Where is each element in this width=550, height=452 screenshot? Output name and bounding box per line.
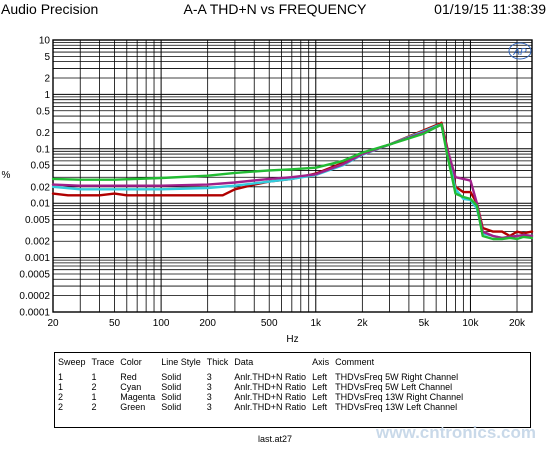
y-tick-label: 0.005 <box>25 215 50 226</box>
legend-cell: Left <box>312 402 328 412</box>
y-tick-label: 5 <box>44 52 50 63</box>
y-tick-label: 0.002 <box>25 237 50 248</box>
y-tick-label: 0.1 <box>36 144 50 155</box>
legend-cell: Anlr.THD+N Ratio <box>234 392 307 402</box>
legend-cell: Solid <box>161 372 182 382</box>
legend-cell: 3 <box>206 382 212 392</box>
legend-row: 1 2 Cyan Solid 3 Anlr.THD+N Ratio Left T… <box>55 382 466 392</box>
y-tick-label: 0.0001 <box>19 308 50 319</box>
header-brand: Audio Precision <box>1 1 99 17</box>
x-axis-label: Hz <box>286 334 298 345</box>
header-timestamp: 01/19/15 11:38:39 <box>434 1 546 17</box>
ap-logo-text: AP <box>512 47 527 58</box>
legend-cell: Left <box>312 392 328 402</box>
x-tick-label: 100 <box>153 318 170 329</box>
legend-header-cell: Comment <box>335 357 375 367</box>
legend-cell: Magenta <box>120 392 156 402</box>
y-tick-label: 0.001 <box>25 253 50 264</box>
y-tick-label: 2 <box>44 74 50 85</box>
series-line <box>51 123 534 240</box>
legend-cell: Anlr.THD+N Ratio <box>234 372 307 382</box>
legend-cell: Green <box>120 402 146 412</box>
x-tick-label: 5k <box>419 318 431 329</box>
legend-cell: 1 <box>91 392 97 402</box>
y-axis-label: % <box>2 170 11 181</box>
x-tick-label: 20 <box>47 318 59 329</box>
x-tick-label: 1k <box>310 318 322 329</box>
y-tick-label: 0.2 <box>36 128 50 139</box>
y-tick-label: 0.01 <box>31 199 51 210</box>
y-tick-label: 1 <box>44 90 50 101</box>
legend-cell: Left <box>312 372 328 382</box>
legend-header-cell: Thick <box>206 357 229 367</box>
legend-cell: 1 <box>58 372 64 382</box>
legend-header-cell: Data <box>234 357 254 367</box>
legend-cell: Red <box>120 372 137 382</box>
x-tick-label: 200 <box>199 318 216 329</box>
y-tick-label: 0.0005 <box>19 269 50 280</box>
legend-table: Sweep Trace Color Line Style Thick Data … <box>54 352 531 428</box>
y-tick-label: 0.02 <box>31 182 51 193</box>
legend-cell: 1 <box>91 372 97 382</box>
legend-cell: Anlr.THD+N Ratio <box>234 382 307 392</box>
legend-header-cell: Line Style <box>161 357 201 367</box>
legend-header-cell: Sweep <box>58 357 86 367</box>
y-tick-label: 10 <box>39 36 51 47</box>
legend-cell: THDVsFreq 13W Left Channel <box>335 402 458 412</box>
y-tick-label: 0.05 <box>31 161 51 172</box>
legend-header-row: Sweep Trace Color Line Style Thick Data … <box>55 353 466 372</box>
x-tick-label: 500 <box>261 318 278 329</box>
legend-cell: THDVsFreq 5W Right Channel <box>335 372 459 382</box>
legend-header-cell: Color <box>120 357 142 367</box>
series-line <box>51 123 534 240</box>
legend-cell: Solid <box>161 382 182 392</box>
thdn-chart: 10 5 2 1 0.5 0.2 0.1 0.05 0.02 0.01 0.005 0.002 0.00… <box>2 36 534 345</box>
legend-cell: Cyan <box>120 382 142 392</box>
legend-header-cell: Trace <box>91 357 115 367</box>
ap-logo-icon <box>508 42 532 60</box>
y-tick-label: 0.5 <box>36 106 50 117</box>
footer-filename: last.at27 <box>257 434 293 444</box>
legend-cell: 2 <box>58 392 64 402</box>
legend-cell: Solid <box>161 402 182 412</box>
legend-cell: Solid <box>161 392 182 402</box>
legend-cell: THDVsFreq 5W Left Channel <box>335 382 453 392</box>
legend-cell: 3 <box>206 402 212 412</box>
legend-row: 2 1 Magenta Solid 3 Anlr.THD+N Ratio Lef… <box>55 392 466 402</box>
legend-cell: 3 <box>206 372 212 382</box>
legend-cell: 3 <box>206 392 212 402</box>
chart-title: A-A THD+N vs FREQUENCY <box>183 1 367 17</box>
legend-cell: Left <box>312 382 328 392</box>
legend-cell: THDVsFreq 13W Right Channel <box>335 392 464 402</box>
watermark-text: www.cntronics.com <box>376 423 536 442</box>
legend-row: 2 2 Green Solid 3 Anlr.THD+N Ratio Left … <box>55 402 466 412</box>
legend-header-cell: Axis <box>312 357 330 367</box>
plot-frame <box>52 39 533 313</box>
x-tick-label: 2k <box>357 318 369 329</box>
series-line <box>51 123 534 241</box>
y-tick-label: 0.0002 <box>19 291 50 302</box>
legend-cell: 2 <box>58 402 64 412</box>
legend-row: 1 1 Red Solid 3 Anlr.THD+N Ratio Left TH… <box>55 372 466 382</box>
legend-cell: Anlr.THD+N Ratio <box>234 402 307 412</box>
legend-cell: 2 <box>91 382 97 392</box>
legend-cell: 2 <box>91 402 97 412</box>
x-tick-label: 20k <box>509 318 526 329</box>
x-tick-label: 50 <box>109 318 121 329</box>
legend-cell: 1 <box>58 382 64 392</box>
x-tick-label: 10k <box>462 318 479 329</box>
